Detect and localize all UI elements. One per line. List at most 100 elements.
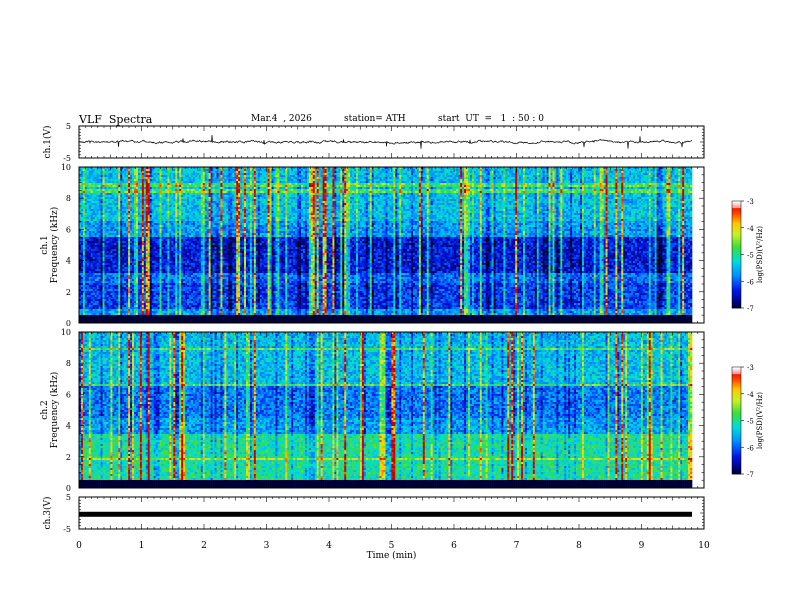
ch1-spectrogram-cell <box>177 169 179 171</box>
ch1-spectrogram-cell <box>175 195 177 197</box>
ch1-spectrogram-cell <box>179 233 181 235</box>
ch1-spectrogram-cell <box>195 267 197 269</box>
ch1-spectrogram-cell <box>187 173 189 175</box>
ch1-spectrogram-cell <box>130 231 132 233</box>
ch1-spectrogram-cell <box>195 279 197 281</box>
ch1-spectrogram-cell <box>128 241 130 243</box>
ch1-spectrogram-cell <box>138 271 140 273</box>
ch1-spectrogram-cell <box>179 241 181 243</box>
ch1-spectrogram-cell <box>99 289 101 291</box>
ch1-spectrogram-cell <box>195 301 197 303</box>
ch1-spectrogram-cell <box>156 169 158 171</box>
ch1-spectrogram-cell <box>81 193 83 195</box>
ch1-spectrogram-cell <box>148 261 150 263</box>
ch1-spectrogram-cell <box>122 269 124 271</box>
ch1-spectrogram-cell <box>160 201 162 203</box>
ch1-spectrogram-cell <box>150 303 152 305</box>
ch1-spectrogram-cell <box>126 201 128 203</box>
ch1-spectrogram-cell <box>124 197 126 199</box>
ch1-spectrogram-cell <box>181 207 183 209</box>
ch1-spectrogram-cell <box>81 253 83 255</box>
ch1-spectrogram-cell <box>152 219 154 221</box>
ch1-spectrogram-cell <box>189 315 191 317</box>
ch1-spectrogram-cell <box>107 297 109 299</box>
ch1-spectrogram-cell <box>150 235 152 237</box>
ch1-spectrogram-cell <box>154 215 156 217</box>
ch1-spectrogram-cell <box>87 287 89 289</box>
ch1-spectrogram-cell <box>173 233 175 235</box>
ch1-spectrogram-cell <box>118 201 120 203</box>
ch1-spectrogram-cell <box>87 215 89 217</box>
ch1-spectrogram-cell <box>171 219 173 221</box>
ch1-spectrogram-cell <box>185 195 187 197</box>
ch1-spectrogram-cell <box>108 313 110 315</box>
ch1-spectrogram-cell <box>183 283 185 285</box>
ch1-spectrogram-cell <box>142 221 144 223</box>
ch1-spectrogram-cell <box>103 223 105 225</box>
ch1-spectrogram-cell <box>112 179 114 181</box>
ch1-spectrogram-cell <box>81 231 83 233</box>
ch1-spectrogram-cell <box>197 237 199 239</box>
ch1-spectrogram-cell <box>81 311 83 313</box>
ch1-spectrogram-cell <box>158 243 160 245</box>
ch1-spectrogram-cell <box>189 305 191 307</box>
ch1-spectrogram-cell <box>89 233 91 235</box>
ch1-spectrogram-cell <box>134 213 136 215</box>
ch1-spectrogram-cell <box>179 295 181 297</box>
ch1-spectrogram-cell <box>134 257 136 259</box>
ch1-spectrogram-cell <box>156 171 158 173</box>
ch1-spectrogram-cell <box>146 285 148 287</box>
ch1-spectrogram-cell <box>181 221 183 223</box>
ch1-spectrogram-cell <box>130 313 132 315</box>
ch1-spectrogram-cell <box>154 291 156 293</box>
ch1-spectrogram-cell <box>114 209 116 211</box>
ch1-spectrogram-cell <box>130 235 132 237</box>
ch1-spectrogram-cell <box>83 189 85 191</box>
ch1-spectrogram-cell <box>130 187 132 189</box>
ch1-spectrogram-cell <box>163 237 165 239</box>
ch1-spectrogram-cell <box>163 263 165 265</box>
ch1-spectrogram-cell <box>93 283 95 285</box>
ch1-spectrogram-cell <box>191 261 193 263</box>
ch1-spectrogram-cell <box>134 291 136 293</box>
ch1-spectrogram-cell <box>158 233 160 235</box>
ch1-spectrogram-cell <box>120 247 122 249</box>
ch1-spectrogram-cell <box>85 171 87 173</box>
ch1-spectrogram-cell <box>126 261 128 263</box>
ch1-spectrogram-cell <box>154 283 156 285</box>
ch1-spectrogram-cell <box>105 303 107 305</box>
ch1-spectrogram-cell <box>183 229 185 231</box>
ch1-spectrogram-cell <box>120 249 122 251</box>
ch1-spectrogram-cell <box>122 315 124 317</box>
ch1-spectrogram-cell <box>158 175 160 177</box>
ch1-spectrogram-cell <box>191 233 193 235</box>
ch1-spectrogram-cell <box>101 187 103 189</box>
ch1-spectrogram-cell <box>99 317 101 319</box>
ch1-spectrogram-cell <box>116 253 118 255</box>
ch1-spectrogram-cell <box>110 211 112 213</box>
ch1-spectrogram-cell <box>105 317 107 319</box>
ch1-spectrogram-cell <box>173 309 175 311</box>
ch1-spectrogram-cell <box>126 219 128 221</box>
ch1-spectrogram-cell <box>152 207 154 209</box>
ch1-spectrogram-cell <box>169 291 171 293</box>
ch1-spectrogram-cell <box>181 319 183 321</box>
ch1-spectrogram-cell <box>116 277 118 279</box>
ch1-spectrogram-cell <box>183 179 185 181</box>
ch1-spectrogram-cell <box>177 283 179 285</box>
ch1-spectrogram-cell <box>162 249 164 251</box>
ch1-spectrogram-cell <box>175 281 177 283</box>
ch1-spectrogram-cell <box>142 279 144 281</box>
ch1-spectrogram-cell <box>114 263 116 265</box>
ch1-spectrogram-cell <box>112 189 114 191</box>
ch1-spectrogram-cell <box>142 187 144 189</box>
ch1-spectrogram-cell <box>85 303 87 305</box>
ch1-spectrogram-cell <box>140 177 142 179</box>
ch1-spectrogram-cell <box>185 259 187 261</box>
ch1-spectrogram-cell <box>193 269 195 271</box>
ch1-spectrogram-cell <box>138 257 140 259</box>
ch1-spectrogram-cell <box>101 299 103 301</box>
ch1-spectrogram-cell <box>152 255 154 257</box>
ch1-spectrogram-cell <box>89 171 91 173</box>
ch1-spectrogram-cell <box>85 197 87 199</box>
